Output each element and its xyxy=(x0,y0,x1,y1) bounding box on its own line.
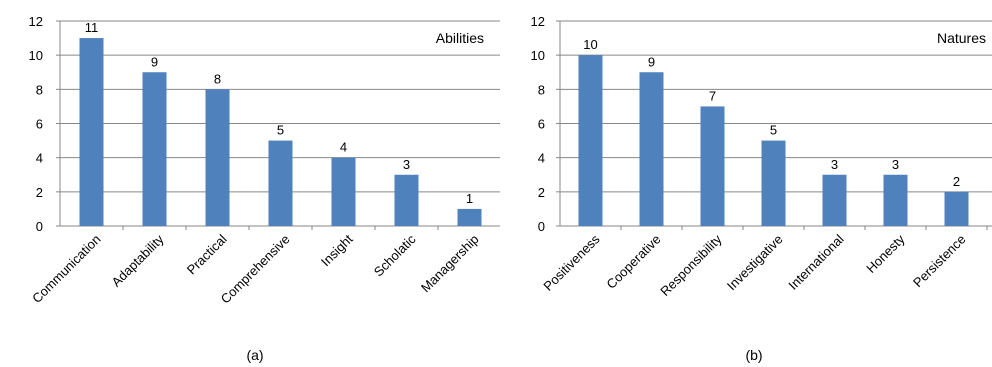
x-tick-label: International xyxy=(785,231,846,292)
bar xyxy=(639,72,664,226)
y-tick-label: 0 xyxy=(36,219,43,234)
x-tick-label: Insight xyxy=(318,231,356,269)
bar xyxy=(944,191,969,226)
x-tick-label: Scholatic xyxy=(371,231,419,279)
data-label: 5 xyxy=(770,123,777,138)
panel-label: (b) xyxy=(745,347,762,363)
x-tick-label: Honesty xyxy=(863,231,908,276)
y-tick-label: 6 xyxy=(538,117,545,132)
legend-label: Abilities xyxy=(436,30,484,46)
x-tick-label: Persistence xyxy=(910,232,969,291)
bar xyxy=(79,38,104,227)
y-tick-label: 4 xyxy=(36,151,43,166)
gridlines xyxy=(60,20,500,193)
data-label: 9 xyxy=(648,54,655,69)
bar xyxy=(394,174,419,226)
bar xyxy=(700,106,725,226)
x-tick-label: Adaptability xyxy=(108,231,166,289)
x-tick-label: Cooperative xyxy=(603,232,663,292)
data-label: 8 xyxy=(214,71,221,86)
bar xyxy=(331,157,356,226)
legend-label: Natures xyxy=(937,30,986,46)
panel-label: (a) xyxy=(246,347,263,363)
data-label: 3 xyxy=(892,157,899,172)
bar xyxy=(822,174,847,226)
x-tick-label: Managership xyxy=(418,232,482,296)
x-tick-label: Communication xyxy=(29,232,103,306)
x-tick-label: Positiveness xyxy=(540,231,603,294)
natures-chart: 0 2 4 6 8 10 12 10 Positiveness 9 Cooperative 7 Resp… xyxy=(531,14,992,363)
bar xyxy=(578,55,603,226)
y-tick-label: 10 xyxy=(531,48,545,63)
data-label: 3 xyxy=(403,157,410,172)
data-label: 10 xyxy=(583,37,597,52)
y-tick-label: 12 xyxy=(29,14,43,29)
bar xyxy=(142,72,167,226)
data-label: 2 xyxy=(953,174,960,189)
y-tick-label: 10 xyxy=(29,48,43,63)
y-tick-label: 2 xyxy=(538,185,545,200)
bar xyxy=(883,174,908,226)
y-tick-label: 2 xyxy=(36,185,43,200)
data-label: 7 xyxy=(709,88,716,103)
data-label: 1 xyxy=(466,191,473,206)
y-tick-label: 8 xyxy=(36,82,43,97)
y-tick-label: 12 xyxy=(531,14,545,29)
y-tick-label: 6 xyxy=(36,117,43,132)
x-tick-label: Investigative xyxy=(724,232,786,294)
y-tick-label: 4 xyxy=(538,151,545,166)
y-tick-label: 8 xyxy=(538,82,545,97)
x-tick-label: Responsibility xyxy=(657,231,725,299)
data-label: 11 xyxy=(85,20,99,35)
bar xyxy=(268,140,293,226)
x-tick-label: Practical xyxy=(184,231,230,277)
bar xyxy=(205,89,230,226)
data-label: 5 xyxy=(277,123,284,138)
data-label: 4 xyxy=(340,140,347,155)
data-label: 3 xyxy=(831,157,838,172)
data-label: 9 xyxy=(151,54,158,69)
bar xyxy=(761,140,786,226)
y-tick-label: 0 xyxy=(538,219,545,234)
bar xyxy=(457,208,482,226)
abilities-chart: 0 2 4 6 8 10 12 11 Communication 9 Adaptability 8 Pr… xyxy=(29,14,500,363)
